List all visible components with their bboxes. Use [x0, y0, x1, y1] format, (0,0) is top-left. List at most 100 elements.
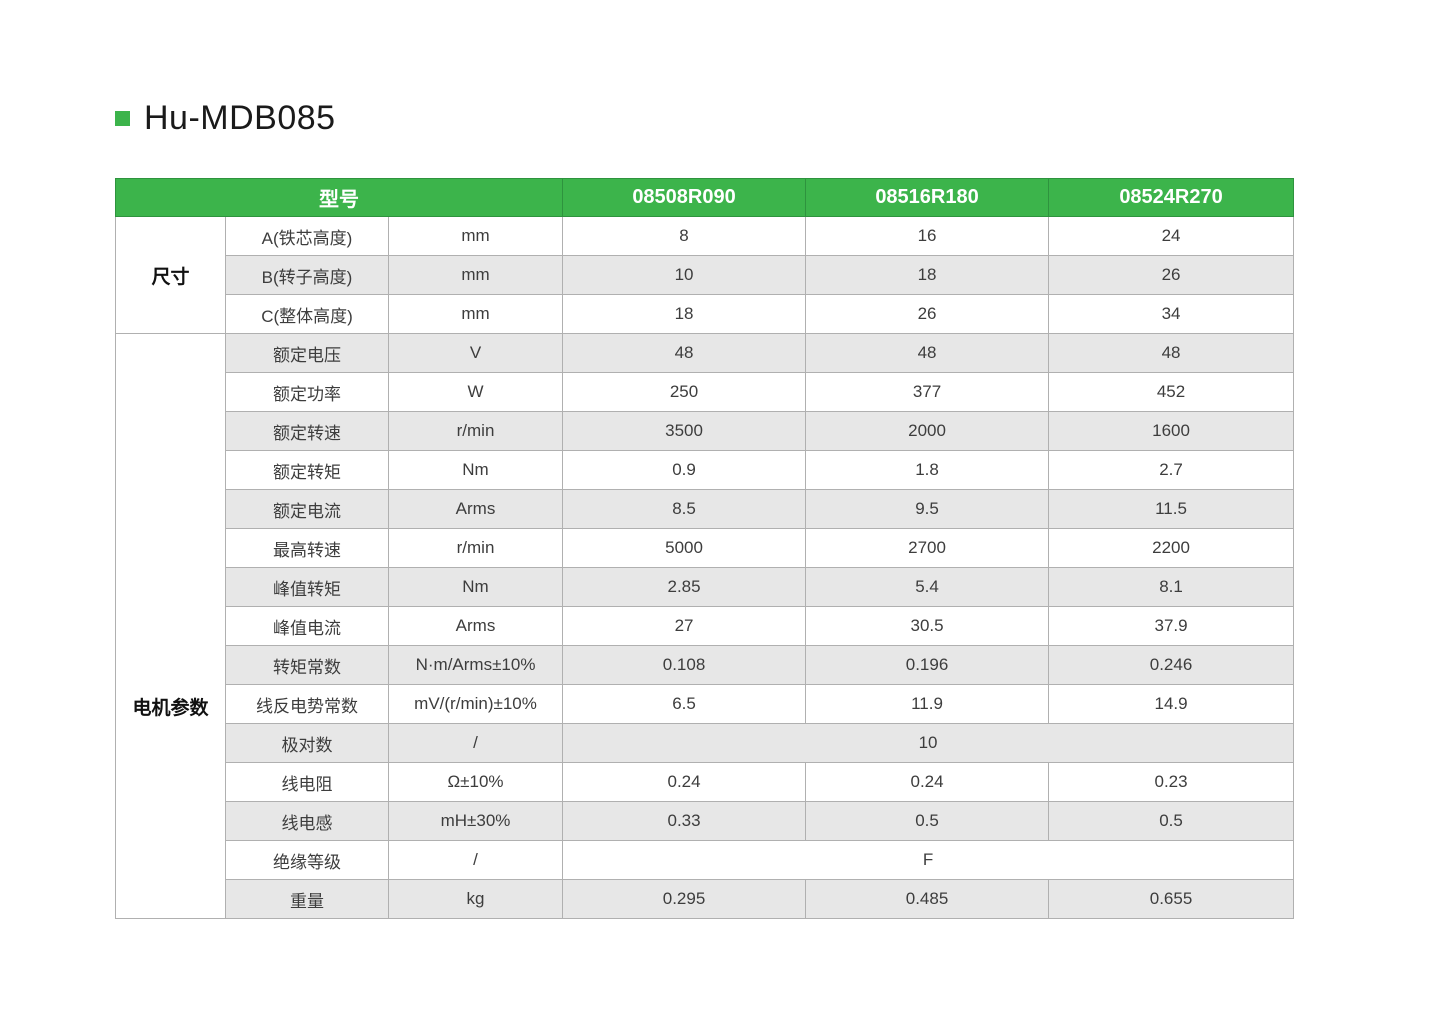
param-unit: N·m/Arms±10% — [387, 645, 564, 685]
param-value: 5000 — [562, 528, 807, 568]
param-name: B(转子高度) — [225, 255, 389, 295]
param-value: 6.5 — [562, 684, 807, 724]
param-value: 1600 — [1048, 411, 1295, 451]
param-value: 0.246 — [1048, 645, 1295, 685]
param-value: 0.485 — [805, 879, 1050, 919]
param-value: 2000 — [805, 411, 1050, 451]
param-unit: Arms — [387, 489, 564, 529]
motor-spec-table: 型号 08508R090 08516R180 08524R270 尺寸 A(铁芯高度) m… — [114, 178, 1295, 919]
param-name: 额定功率 — [225, 372, 389, 412]
param-value: 5.4 — [805, 567, 1050, 607]
page-title-row: Hu-MDB085 — [115, 98, 336, 138]
page-title: Hu-MDB085 — [144, 99, 336, 137]
param-value: 18 — [562, 294, 807, 334]
param-value: 2.85 — [562, 567, 807, 607]
table-row: 线反电势常数 mV/(r/min)±10% 6.5 11.9 14.9 — [116, 684, 1295, 724]
param-name: 额定转速 — [225, 411, 389, 451]
param-value: 48 — [562, 333, 807, 373]
param-unit: Nm — [387, 450, 564, 490]
param-value: 24 — [1048, 216, 1295, 256]
param-name: 极对数 — [225, 723, 389, 763]
header-model-0: 08508R090 — [562, 178, 807, 217]
spec-table-header: 型号 08508R090 08516R180 08524R270 — [114, 178, 1295, 217]
header-model-1: 08516R180 — [805, 178, 1050, 217]
param-unit: r/min — [387, 411, 564, 451]
param-unit: mm — [387, 216, 564, 256]
param-name: 线反电势常数 — [225, 684, 389, 724]
param-value: 30.5 — [805, 606, 1050, 646]
param-name: 绝缘等级 — [225, 840, 389, 880]
param-value: 377 — [805, 372, 1050, 412]
param-value: 0.655 — [1048, 879, 1295, 919]
param-unit: / — [387, 840, 564, 880]
param-value: 0.196 — [805, 645, 1050, 685]
table-row: 额定功率 W 250 377 452 — [116, 372, 1295, 412]
param-value: 26 — [1048, 255, 1295, 295]
header-model-col-label: 型号 — [114, 178, 564, 217]
param-unit: / — [387, 723, 564, 763]
param-value: 9.5 — [805, 489, 1050, 529]
param-unit: mm — [387, 294, 564, 334]
header-model-2: 08524R270 — [1048, 178, 1295, 217]
param-unit: mm — [387, 255, 564, 295]
param-name: C(整体高度) — [225, 294, 389, 334]
group-label-0: 尺寸 — [115, 216, 226, 334]
param-name: 峰值电流 — [225, 606, 389, 646]
param-value: 2700 — [805, 528, 1050, 568]
table-row: 尺寸 A(铁芯高度) mm 8 16 24 — [115, 216, 1295, 334]
param-unit: V — [387, 333, 564, 373]
param-value-merged: F — [562, 840, 1295, 880]
table-row: 额定转矩 Nm 0.9 1.8 2.7 — [116, 450, 1295, 490]
param-value: 2200 — [1048, 528, 1295, 568]
param-name: 重量 — [225, 879, 389, 919]
table-row: 线电感 mH±30% 0.33 0.5 0.5 — [116, 801, 1295, 841]
param-value: 0.5 — [1048, 801, 1295, 841]
table-row: 电机参数 额定电压 V 48 48 48 — [115, 333, 1295, 919]
param-value: 0.24 — [805, 762, 1050, 802]
table-row: 峰值转矩 Nm 2.85 5.4 8.1 — [116, 567, 1295, 607]
param-unit: Nm — [387, 567, 564, 607]
table-row: 峰值电流 Arms 27 30.5 37.9 — [116, 606, 1295, 646]
table-row: 额定转速 r/min 3500 2000 1600 — [116, 411, 1295, 451]
param-value: 18 — [805, 255, 1050, 295]
param-value: 26 — [805, 294, 1050, 334]
table-row: 线电阻 Ω±10% 0.24 0.24 0.23 — [116, 762, 1295, 802]
param-value: 250 — [562, 372, 807, 412]
param-name: 峰值转矩 — [225, 567, 389, 607]
param-unit: W — [387, 372, 564, 412]
param-value: 0.108 — [562, 645, 807, 685]
param-value: 48 — [805, 333, 1050, 373]
param-unit: Arms — [387, 606, 564, 646]
param-value: 1.8 — [805, 450, 1050, 490]
param-value: 0.5 — [805, 801, 1050, 841]
param-value: 2.7 — [1048, 450, 1295, 490]
table-row: C(整体高度) mm 18 26 34 — [116, 294, 1295, 334]
spec-table-body: 尺寸 A(铁芯高度) mm 8 16 24 B(转子高度) mm 10 18 26 C(整体高度) mm… — [115, 216, 1295, 919]
param-name: 额定电压 — [225, 333, 389, 373]
param-value: 11.9 — [805, 684, 1050, 724]
table-row: 额定电流 Arms 8.5 9.5 11.5 — [116, 489, 1295, 529]
param-value: 34 — [1048, 294, 1295, 334]
param-value: 16 — [805, 216, 1050, 256]
param-value: 452 — [1048, 372, 1295, 412]
group-label-1: 电机参数 — [115, 333, 226, 919]
param-name: 转矩常数 — [225, 645, 389, 685]
param-name: 额定转矩 — [225, 450, 389, 490]
param-value: 0.23 — [1048, 762, 1295, 802]
param-value: 11.5 — [1048, 489, 1295, 529]
param-value: 0.33 — [562, 801, 807, 841]
param-value: 0.295 — [562, 879, 807, 919]
param-value: 14.9 — [1048, 684, 1295, 724]
param-unit: kg — [387, 879, 564, 919]
header-row: 型号 08508R090 08516R180 08524R270 — [114, 178, 1295, 217]
table-row: B(转子高度) mm 10 18 26 — [116, 255, 1295, 295]
param-unit: mH±30% — [387, 801, 564, 841]
param-value: 27 — [562, 606, 807, 646]
green-square-bullet-icon — [115, 110, 130, 126]
param-value: 8 — [562, 216, 807, 256]
param-unit: Ω±10% — [387, 762, 564, 802]
param-name: A(铁芯高度) — [225, 216, 389, 256]
param-name: 线电感 — [225, 801, 389, 841]
param-unit: mV/(r/min)±10% — [387, 684, 564, 724]
param-unit: r/min — [387, 528, 564, 568]
